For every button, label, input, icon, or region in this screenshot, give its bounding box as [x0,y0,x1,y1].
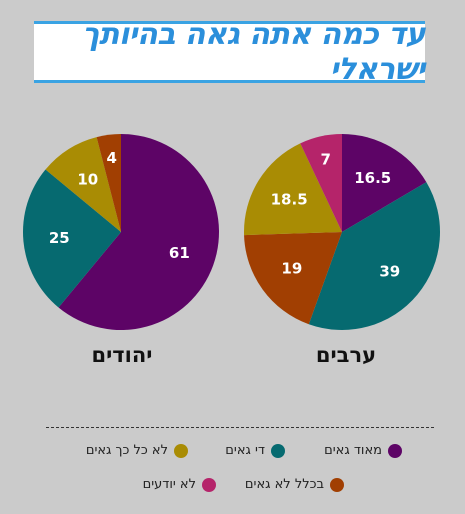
pie-jews-slice-label-2: 10 [77,171,98,189]
pie-jews-slice-1 [22,169,121,308]
legend-item-dont-know: לא יודעים [143,477,216,492]
pie-arabs-slice-4 [300,134,342,232]
pie-arabs-slice-label-2: 19 [281,259,302,277]
pie-arabs-slice-label-3: 18.5 [271,191,308,209]
pie-arabs-slice-label-1: 39 [379,263,400,281]
legend-swatch-very-proud [388,443,402,458]
pie-arabs-slice-3 [244,143,342,236]
legend-divider [46,427,434,428]
legend-item-quite-proud: די גאים [225,443,285,458]
legend-swatch-not-so-proud [174,443,188,458]
legend-label-dont-know: לא יודעים [142,477,196,492]
legend-item-very-proud: מאוד גאים [324,443,402,458]
legend-label-not-so-proud: לא כל כך גאים [85,443,168,458]
legend-item-not-so-proud: לא כל כך גאים [86,443,188,458]
pie-jews-slice-label-0: 61 [169,244,190,262]
pie-jews-slice-label-1: 25 [49,229,70,247]
pie-caption-jews: יהודים [91,343,153,367]
legend-label-quite-proud: די גאים [225,443,265,458]
pie-arabs-slice-2 [244,232,342,325]
legend-label-very-proud: מאוד גאים [324,443,382,458]
pie-arabs-slice-label-4: 7 [321,150,331,168]
pie-arabs: 16.5 39 19 18.5 7 [244,134,440,330]
pie-arabs-slice-label-0: 16.5 [354,169,391,187]
legend-label-not-proud-at-all: בכלל לא גאים [244,477,324,492]
pie-jews-slice-0 [58,134,220,330]
pie-arabs-slice-1 [308,182,440,330]
legend-swatch-quite-proud [271,443,285,458]
pie-jews-slice-2 [45,137,121,232]
legend-item-not-proud-at-all: בכלל לא גאים [245,477,344,492]
pie-jews-slice-3 [96,134,121,232]
pie-jews-slice-label-3: 4 [106,149,116,167]
legend-swatch-not-proud-at-all [330,477,344,492]
chart-title-box: עד כמה אתה גאה בהיותך ישראלי [34,17,426,87]
pie-caption-arabs: ערבים [315,343,377,367]
legend-swatch-dont-know [202,477,216,492]
pie-jews: 61 25 10 4 [22,134,220,330]
chart-title: עד כמה אתה גאה בהיותך ישראלי [82,17,425,87]
pie-arabs-slice-0 [342,134,427,232]
